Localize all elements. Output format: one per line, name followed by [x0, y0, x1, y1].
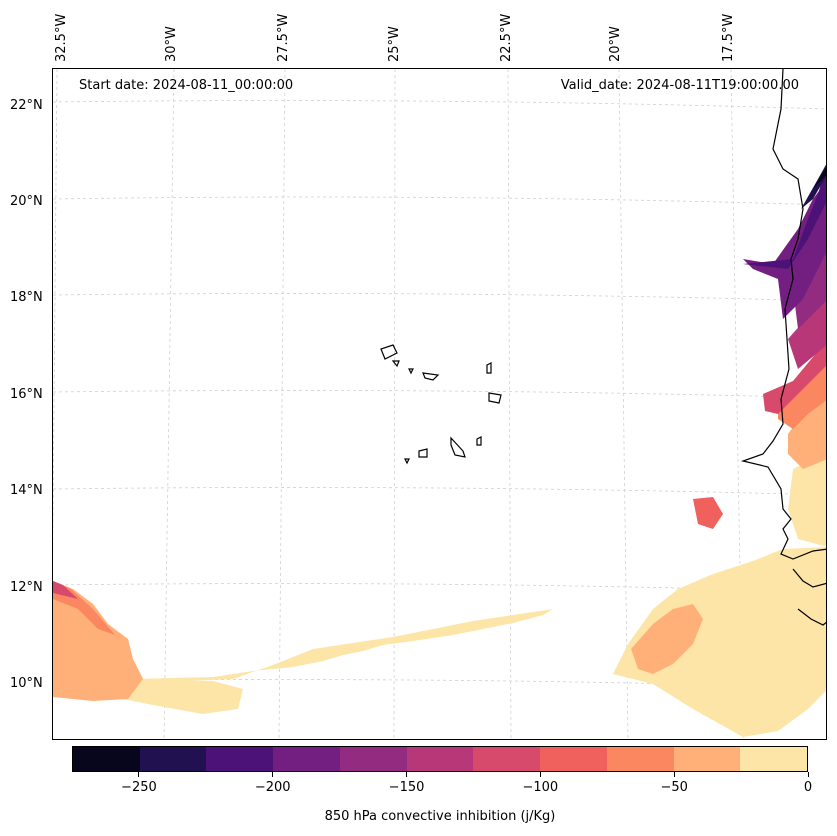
colorbar-segment-5: [406, 747, 474, 771]
colorbar-tick-label: −200: [254, 780, 291, 795]
santo-antao-island: [380, 344, 398, 360]
colorbar-tick-label: −250: [121, 780, 157, 795]
contour-275-east-coast: [813, 167, 826, 189]
colorbar-tick-label: −100: [522, 780, 559, 795]
colorbar-segment-2: [206, 747, 274, 771]
parallel-18n: [53, 293, 826, 302]
coastlines: [380, 69, 826, 626]
contour-100-southwest: [53, 581, 78, 599]
lat-label-18n: 18°N: [10, 290, 43, 305]
colorbar-tick: [272, 772, 274, 777]
lat-label-20n: 20°N: [10, 194, 43, 209]
contour-50-east-south: [631, 604, 703, 674]
parallel-14n: [53, 487, 826, 496]
map-panel: [52, 68, 827, 740]
lon-label-27-5w: 27.5°W: [276, 13, 291, 62]
colorbar: [72, 746, 808, 772]
sao-vicente-island: [391, 360, 400, 368]
colorbar-segment-7: [540, 747, 607, 771]
lat-label-12n: 12°N: [10, 580, 43, 595]
santa-luzia-island: [408, 368, 414, 375]
lon-label-25w: 25°W: [387, 26, 402, 62]
cin-contours-east: [613, 164, 826, 737]
contour-125-east-coast: [763, 341, 826, 414]
africa-coastline: [740, 69, 826, 560]
contour-50-east-coast: [788, 390, 826, 469]
lon-label-32-5w: 32.5°W: [54, 13, 69, 62]
meridian-30w: [163, 69, 175, 739]
brava-island: [404, 458, 410, 465]
colorbar-tick: [406, 772, 408, 777]
fogo-island: [418, 448, 428, 458]
lat-label-10n: 10°N: [10, 676, 43, 691]
colorbar-tick: [138, 772, 140, 777]
lon-label-22-5w: 22.5°W: [499, 13, 514, 62]
contour-0-east-main: [613, 547, 826, 737]
sierra-leone-coastline: [797, 608, 826, 626]
maio-island: [476, 436, 482, 446]
colorbar-tick-label: −150: [388, 780, 425, 795]
lon-label-17-5w: 17.5°W: [721, 13, 736, 62]
colorbar-tick-label: −50: [660, 780, 688, 795]
santiago-island: [450, 436, 466, 458]
contour-200-east-coast: [743, 181, 826, 319]
colorbar-segment-0: [73, 747, 140, 771]
colorbar-tick: [539, 772, 541, 777]
lat-label-14n: 14°N: [10, 483, 43, 498]
colorbar-segment-10: [740, 747, 808, 771]
sao-nicolau-island: [422, 372, 440, 381]
colorbar-tick: [807, 772, 809, 777]
contour-150-east-coast: [788, 296, 826, 369]
map-canvas: [53, 69, 826, 739]
colorbar-segment-9: [673, 747, 741, 771]
boa-vista-island: [488, 392, 502, 404]
meridian-27-5w: [278, 69, 286, 739]
colorbar-segment-4: [339, 747, 407, 771]
sal-island: [486, 362, 492, 374]
cin-contours-southwest: [53, 581, 553, 714]
lon-label-20w: 20°W: [608, 26, 623, 62]
lat-label-22n: 22°N: [10, 98, 43, 113]
colorbar-tick-label: 0: [803, 780, 813, 795]
start-date-label: Start date: 2024-08-11_00:00:00: [79, 78, 294, 93]
meridian-25w: [393, 69, 396, 739]
contour-100-east-patches: [693, 497, 723, 529]
contour-0-southwest-band: [133, 609, 553, 683]
meridian-32-5w: [53, 69, 58, 562]
contour-50-southwest: [53, 581, 143, 701]
contour-225-east-coast: [743, 167, 826, 269]
colorbar-title: 850 hPa convective inhibition (j/Kg): [324, 809, 556, 824]
colorbar-segment-1: [139, 747, 207, 771]
guinea-coastline: [792, 568, 826, 588]
valid-date-label: Valid_date: 2024-08-11T19:00:00.00: [560, 78, 799, 93]
parallel-12n: [53, 583, 826, 593]
colorbar-segment-8: [606, 747, 674, 771]
parallel-20n: [53, 196, 826, 206]
contour-0-southwest-block: [113, 679, 243, 714]
parallel-16n: [53, 390, 826, 399]
colorbar-segment-3: [273, 747, 340, 771]
colorbar-segment-6: [473, 747, 541, 771]
meridian-22-5w: [507, 69, 512, 739]
contour-0-east-coast: [788, 454, 826, 547]
lon-label-30w: 30°W: [164, 26, 179, 62]
parallel-22n: [53, 100, 826, 110]
meridian-20w: [618, 69, 629, 739]
colorbar-tick: [673, 772, 675, 777]
lat-label-16n: 16°N: [10, 387, 43, 402]
